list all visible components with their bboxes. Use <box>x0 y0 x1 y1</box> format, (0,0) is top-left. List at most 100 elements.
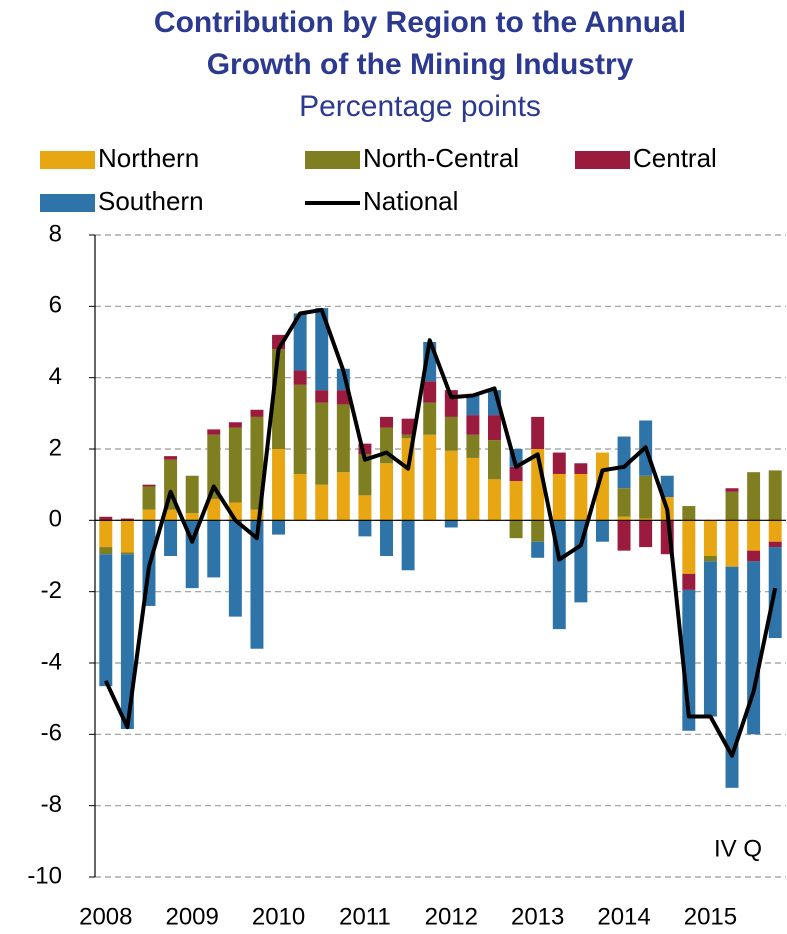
bar-segment <box>466 415 480 435</box>
bar-segment <box>639 520 653 548</box>
bar-segment <box>466 457 480 521</box>
bar-segment <box>250 520 264 649</box>
bar-segment <box>142 509 156 521</box>
legend-swatch <box>40 151 95 169</box>
y-tick-label: -2 <box>41 577 62 604</box>
x-tick-label: 2008 <box>79 903 132 930</box>
bar-segment <box>401 434 415 439</box>
bar-segment <box>358 520 372 537</box>
bar-segment <box>488 440 501 480</box>
legend-label: National <box>363 186 458 216</box>
bar-segment <box>120 518 134 521</box>
bar-segment <box>293 473 307 521</box>
y-tick-label: 8 <box>49 220 62 247</box>
legend-item: Central <box>575 143 717 173</box>
bar-segment <box>747 550 761 562</box>
bar-segment <box>250 409 264 417</box>
bar-segment <box>380 416 393 428</box>
bar-segment <box>509 466 523 482</box>
bar-segment <box>207 498 221 521</box>
bar-segment <box>725 488 739 492</box>
y-tick-label: -8 <box>41 791 62 818</box>
bar-segment <box>315 484 329 521</box>
y-tick-label: 6 <box>49 292 62 319</box>
legend-item: Northern <box>40 143 199 173</box>
bar-segment <box>703 561 717 717</box>
bar-segment <box>99 520 113 548</box>
bar-segment <box>660 475 674 498</box>
bar-segment <box>444 520 458 528</box>
legend-swatch <box>305 151 360 169</box>
bar-segment <box>682 573 696 590</box>
chart-subtitle: Percentage points <box>299 90 541 123</box>
annotation: IV Q <box>714 835 762 862</box>
chart-title: Contribution by Region to the Annual <box>154 6 686 39</box>
bar-segment <box>336 472 350 521</box>
legend-swatch <box>40 194 95 212</box>
x-tick-label: 2014 <box>597 903 650 930</box>
bar-segment <box>293 313 307 371</box>
bar-segment <box>142 486 156 510</box>
bar-segment <box>444 450 458 521</box>
bar-segment <box>120 554 134 729</box>
bar-segment <box>293 370 307 385</box>
bar-segment <box>423 381 437 403</box>
bar-segment <box>488 479 501 521</box>
bar-segment <box>552 452 566 474</box>
legend-label: Southern <box>98 186 204 216</box>
bar-segment <box>401 418 415 435</box>
bar-segment <box>315 308 329 391</box>
bar-segment <box>293 384 307 474</box>
bar-segment <box>164 456 178 460</box>
legend-item: National <box>305 186 458 216</box>
bar-segment <box>509 481 523 521</box>
bar-segment <box>358 443 372 455</box>
bar-segment <box>228 427 242 503</box>
bar-segment <box>574 463 588 474</box>
bar-segment <box>120 552 134 555</box>
legend-label: North-Central <box>363 143 519 173</box>
bar-segment <box>250 509 264 521</box>
x-tick-label: 2011 <box>339 903 391 930</box>
bar-segment <box>99 554 113 687</box>
y-tick-label: 2 <box>49 434 62 461</box>
bar-segment <box>768 541 782 548</box>
x-tick-label: 2013 <box>511 903 564 930</box>
bar-segment <box>703 520 717 556</box>
bar-segment <box>444 416 458 451</box>
bar-segment <box>185 475 199 514</box>
bar-segment <box>768 470 782 521</box>
x-tick-label: 2010 <box>252 903 305 930</box>
legend-label: Central <box>633 143 717 173</box>
bar-segment <box>466 395 480 416</box>
bar-segment <box>595 520 609 542</box>
bar-segment <box>768 520 782 542</box>
legend-item: Southern <box>40 186 204 216</box>
bar-segment <box>380 520 393 556</box>
bar-segment <box>207 520 221 578</box>
bar-segment <box>531 541 545 558</box>
bar-segment <box>250 416 264 510</box>
bar-segment <box>207 434 221 499</box>
y-tick-label: -4 <box>41 648 62 675</box>
bar-segment <box>164 509 178 521</box>
bar-segment <box>336 404 350 473</box>
bar-segment <box>358 454 372 496</box>
y-tick-label: -6 <box>41 720 62 747</box>
bar-segment <box>207 429 221 435</box>
bar-segment <box>725 520 739 567</box>
bar-segment <box>639 475 653 519</box>
bar-segment <box>509 520 523 539</box>
bar-segment <box>488 415 501 441</box>
bar-segment <box>574 473 588 521</box>
legend-label: Northern <box>98 143 199 173</box>
bar-segment <box>552 473 566 521</box>
bar-segment <box>164 520 178 556</box>
bar-segment <box>747 520 761 551</box>
bar-segment <box>120 520 134 553</box>
bar-segment <box>682 520 696 574</box>
legend-item: North-Central <box>305 143 519 173</box>
x-tick-label: 2012 <box>425 903 478 930</box>
bar-segment <box>466 434 480 458</box>
bar-segment <box>423 402 437 435</box>
